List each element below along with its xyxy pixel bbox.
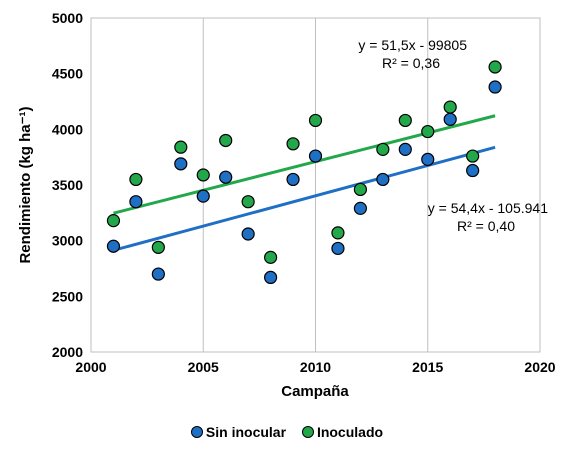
legend-item-inoculado: Inoculado: [301, 424, 384, 440]
point-inoculado: [196, 168, 210, 182]
legend-marker-inoculado: [301, 426, 314, 439]
point-inoculado: [488, 60, 502, 74]
point-sin-inocular: [353, 201, 367, 215]
point-inoculado: [421, 124, 435, 139]
x-tick-label: 2020: [524, 359, 555, 375]
point-inoculado: [151, 240, 165, 254]
legend: Sin inocular Inoculado: [0, 424, 574, 440]
point-sin-inocular: [308, 149, 323, 163]
legend-item-sin-inocular: Sin inocular: [190, 424, 287, 440]
point-sin-inocular: [331, 241, 345, 256]
point-sin-inocular: [398, 142, 412, 156]
y-tick-label: 2500: [52, 288, 83, 304]
plot-frame: [90, 17, 541, 353]
legend-label-sin-inocular: Sin inocular: [205, 424, 287, 440]
y-tick-label: 3000: [52, 233, 83, 249]
x-tick-label: 2005: [188, 359, 219, 375]
point-sin-inocular: [264, 270, 278, 285]
point-inoculado: [174, 140, 188, 154]
y-tick-label: 2000: [52, 344, 83, 360]
point-inoculado: [308, 113, 323, 128]
point-sin-inocular: [443, 112, 457, 126]
point-inoculado: [264, 250, 278, 264]
point-inoculado: [219, 133, 233, 148]
point-inoculado: [106, 214, 121, 228]
point-sin-inocular: [129, 195, 143, 209]
point-inoculado: [241, 195, 255, 209]
legend-label-inoculado: Inoculado: [316, 424, 384, 440]
scatter-chart: 2000 2500 3000 3500 4000 4500 5000 2000 2005 201…: [17, 10, 556, 400]
x-axis-title: Campaña: [281, 383, 349, 400]
point-inoculado: [398, 113, 412, 128]
y-tick-label: 3500: [52, 177, 83, 193]
point-sin-inocular: [421, 152, 435, 166]
point-sin-inocular: [106, 239, 121, 253]
gridlines: [90, 18, 541, 352]
point-inoculado: [129, 172, 143, 187]
legend-marker-sin-inocular: [190, 426, 203, 439]
x-tick-label: 2015: [412, 359, 443, 375]
point-sin-inocular: [151, 267, 165, 281]
point-inoculado: [286, 137, 300, 151]
point-inoculado: [443, 100, 457, 114]
trendline-r2-sin-inocular: R² = 0,40: [457, 218, 515, 234]
point-sin-inocular: [376, 172, 390, 187]
trendline-equation-sin-inocular: y = 54,4x - 105.941: [428, 200, 548, 216]
data-points: [106, 60, 502, 285]
point-sin-inocular: [241, 227, 255, 241]
x-tick-labels: 2000 2005 2010 2015 2020: [75, 359, 555, 375]
y-axis-title: Rendimiento (kg ha⁻¹): [17, 106, 34, 263]
point-sin-inocular: [174, 157, 188, 171]
point-inoculado: [331, 226, 345, 240]
y-tick-labels: 2000 2500 3000 3500 4000 4500 5000: [52, 10, 83, 360]
point-sin-inocular: [466, 163, 480, 178]
point-inoculado: [376, 142, 390, 156]
point-inoculado: [466, 149, 480, 163]
point-sin-inocular: [286, 172, 300, 187]
y-tick-label: 4000: [52, 121, 83, 137]
trendline-equation-inoculado: y = 51,5x - 99805: [358, 37, 467, 53]
point-sin-inocular: [196, 189, 210, 203]
x-tick-label: 2010: [300, 359, 331, 375]
y-tick-label: 4500: [52, 66, 83, 82]
trendlines: [113, 114, 496, 252]
point-inoculado: [353, 182, 367, 197]
point-sin-inocular: [488, 80, 502, 94]
y-tick-label: 5000: [52, 10, 83, 26]
point-sin-inocular: [219, 170, 233, 184]
x-tick-label: 2000: [75, 359, 106, 375]
trendline-r2-inoculado: R² = 0,36: [382, 55, 440, 71]
